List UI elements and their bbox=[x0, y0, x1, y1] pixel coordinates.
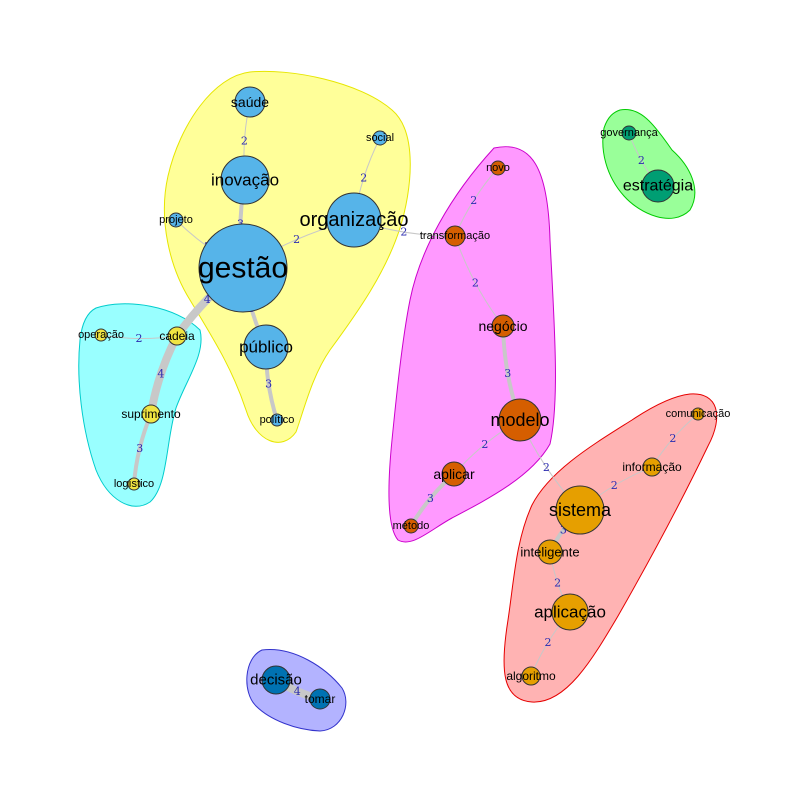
cluster-hull-magenta bbox=[388, 146, 556, 543]
node-label-negocio: negócio bbox=[478, 318, 527, 334]
node-label-cadeia: cadeia bbox=[159, 329, 195, 343]
edge-weight-label: 2 bbox=[293, 233, 300, 246]
node-saude[interactable] bbox=[234, 86, 266, 118]
node-label-transformacao: transformação bbox=[420, 230, 490, 242]
node-modelo[interactable] bbox=[498, 398, 542, 442]
node-projeto[interactable] bbox=[168, 212, 184, 228]
node-label-projeto: projeto bbox=[159, 214, 193, 226]
edge-weight-label: 4 bbox=[204, 293, 211, 306]
node-metodo[interactable] bbox=[403, 518, 419, 534]
node-estrategia[interactable] bbox=[641, 169, 675, 203]
edge-weight-label: 3 bbox=[427, 492, 434, 505]
node-suprimento[interactable] bbox=[141, 404, 161, 424]
node-label-algoritmo: algoritmo bbox=[506, 669, 556, 683]
node-algoritmo[interactable] bbox=[521, 666, 541, 686]
edge-weight-label: 2 bbox=[241, 134, 248, 147]
node-organizacao[interactable] bbox=[326, 192, 382, 248]
node-social[interactable] bbox=[372, 130, 388, 146]
node-label-decisao: decisão bbox=[250, 672, 302, 689]
node-label-comunicacao: comunicação bbox=[666, 408, 731, 420]
node-label-operacao: operação bbox=[78, 329, 124, 341]
node-label-politico: político bbox=[260, 414, 295, 426]
node-label-inovacao: inovação bbox=[211, 171, 279, 190]
node-inteligente[interactable] bbox=[537, 539, 563, 565]
edge-weight-label: 2 bbox=[638, 154, 645, 167]
node-sistema[interactable] bbox=[555, 485, 605, 535]
node-label-inteligente: inteligente bbox=[520, 545, 579, 560]
edge-weight-label: 2 bbox=[400, 226, 407, 239]
node-label-novo: novo bbox=[486, 162, 510, 174]
edge-weight-label: 2 bbox=[470, 194, 477, 207]
node-label-informacao: informação bbox=[622, 460, 682, 474]
node-aplicacao[interactable] bbox=[551, 593, 589, 631]
cluster-hull-yellow bbox=[163, 70, 411, 443]
edge-weight-label: 4 bbox=[157, 367, 164, 380]
node-tomar[interactable] bbox=[309, 688, 331, 710]
node-label-gestao: gestão bbox=[198, 252, 288, 285]
node-label-metodo: método bbox=[393, 520, 430, 532]
edge-weight-label: 2 bbox=[360, 171, 367, 184]
node-governanca[interactable] bbox=[621, 125, 637, 141]
node-label-aplicar: aplicar bbox=[433, 466, 475, 482]
edge-weight-label: 2 bbox=[472, 276, 479, 289]
node-label-social: social bbox=[366, 132, 394, 144]
edge-weight-label: 2 bbox=[543, 461, 550, 474]
node-gestao[interactable] bbox=[198, 223, 288, 313]
node-label-tomar: tomar bbox=[305, 692, 336, 706]
node-label-logistico: logístico bbox=[114, 478, 154, 490]
node-label-saude: saúde bbox=[231, 94, 269, 110]
node-label-estrategia: estratégia bbox=[623, 178, 693, 195]
edge-weight-label: 2 bbox=[135, 332, 142, 345]
node-decisao[interactable] bbox=[261, 665, 291, 695]
node-inovacao[interactable] bbox=[220, 155, 270, 205]
node-comunicacao[interactable] bbox=[691, 407, 705, 421]
edge-weight-label: 2 bbox=[554, 576, 561, 589]
node-label-modelo: modelo bbox=[490, 410, 549, 430]
node-label-sistema: sistema bbox=[549, 500, 612, 520]
edge-weight-label: 2 bbox=[611, 479, 618, 492]
node-label-publico: público bbox=[239, 338, 293, 357]
node-logistico[interactable] bbox=[127, 477, 141, 491]
edge-weight-label: 3 bbox=[136, 442, 143, 455]
node-cadeia[interactable] bbox=[167, 326, 187, 346]
node-operacao[interactable] bbox=[94, 328, 108, 342]
node-transformacao[interactable] bbox=[444, 225, 466, 247]
edge-weight-label: 3 bbox=[504, 367, 511, 380]
edge-weight-label: 2 bbox=[544, 636, 551, 649]
edge-weight-label: 4 bbox=[294, 685, 301, 698]
node-labels: saúde inovação social organização projeto ges… bbox=[78, 94, 730, 706]
cluster-hull-green bbox=[602, 108, 696, 219]
node-label-governanca: governança bbox=[600, 127, 658, 139]
cluster-hulls bbox=[78, 70, 718, 732]
edge-weight-label: 2 bbox=[481, 438, 488, 451]
node-negocio[interactable] bbox=[491, 314, 515, 338]
edge-weight-label: 3 bbox=[265, 377, 272, 390]
node-label-aplicacao: aplicação bbox=[534, 603, 606, 622]
node-label-suprimento: suprimento bbox=[121, 407, 181, 421]
node-politico[interactable] bbox=[270, 413, 284, 427]
graph-nodes bbox=[94, 86, 705, 710]
node-label-organizacao: organização bbox=[300, 209, 409, 231]
edge-weight-label: 3 bbox=[560, 523, 567, 536]
node-publico[interactable] bbox=[243, 324, 289, 370]
node-aplicar[interactable] bbox=[441, 461, 467, 487]
node-novo[interactable] bbox=[490, 160, 506, 176]
node-informacao[interactable] bbox=[642, 457, 662, 477]
edge-weight-label: 2 bbox=[669, 432, 676, 445]
